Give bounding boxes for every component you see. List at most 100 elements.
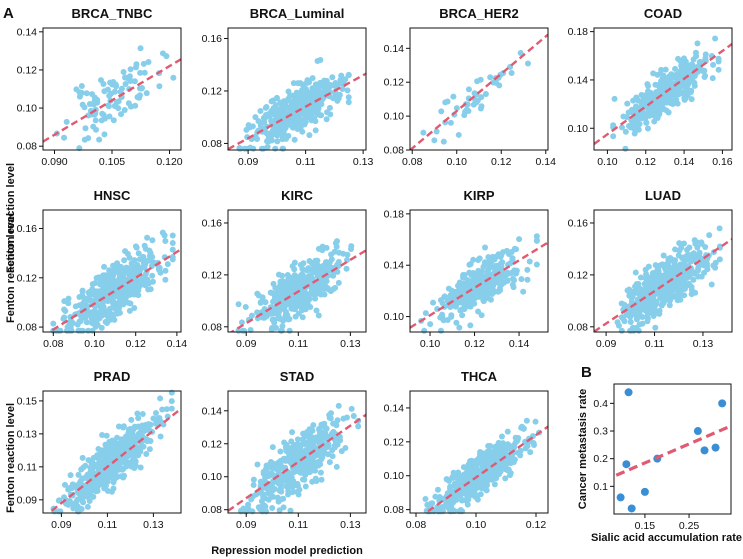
data-point: [490, 276, 497, 283]
data-point: [462, 473, 469, 480]
data-point: [527, 449, 534, 456]
data-point: [63, 118, 70, 125]
data-point: [272, 463, 279, 470]
points: [53, 45, 177, 152]
data-point: [693, 427, 702, 436]
y-tick-label: 0.18: [568, 26, 589, 38]
y-tick-label: 0.10: [384, 111, 405, 123]
data-point: [275, 271, 282, 278]
data-point: [250, 481, 257, 488]
x-axis: 0.10 0.12 0.14: [420, 332, 529, 350]
y-tick-label: 0.10: [17, 103, 38, 115]
data-point: [61, 314, 68, 321]
y-tick-label: 0.13: [17, 428, 38, 440]
data-point: [99, 311, 106, 318]
x-tick-label: 0.105: [99, 156, 125, 168]
data-point: [93, 275, 100, 282]
x-tick-label: 0.08: [402, 156, 423, 168]
data-point: [309, 75, 316, 82]
data-point: [80, 464, 87, 471]
data-point: [511, 245, 518, 252]
y-tick-label: 0.08: [17, 322, 38, 334]
data-point: [104, 454, 111, 461]
data-point: [88, 469, 95, 476]
data-point: [263, 464, 270, 471]
data-point: [675, 55, 682, 62]
data-point: [114, 474, 121, 481]
data-point: [509, 457, 516, 464]
data-point: [137, 464, 144, 471]
data-point: [108, 442, 115, 449]
data-point: [523, 417, 530, 424]
x-tick-label: 0.10: [597, 156, 618, 168]
data-point: [631, 130, 638, 137]
data-point: [452, 482, 459, 489]
y-tick-label: 0.4: [593, 398, 608, 410]
data-point: [104, 86, 111, 93]
data-point: [245, 505, 252, 512]
data-point: [301, 476, 308, 483]
data-point: [270, 316, 277, 323]
y-tick-label: 0.10: [384, 311, 405, 323]
data-point: [482, 244, 489, 251]
data-point: [288, 438, 295, 445]
data-point: [241, 145, 248, 152]
data-point: [330, 420, 337, 427]
data-point: [644, 125, 651, 132]
data-point: [292, 105, 299, 112]
data-point: [268, 98, 275, 105]
x-tick-label: 0.16: [712, 156, 733, 168]
data-point: [168, 398, 175, 405]
data-point: [481, 259, 488, 266]
data-point: [285, 491, 292, 498]
data-point: [524, 266, 531, 273]
data-point: [665, 266, 672, 273]
data-point: [153, 419, 160, 426]
data-point: [116, 270, 123, 277]
regression-line: [615, 425, 730, 477]
data-point: [270, 310, 277, 317]
points: [236, 56, 352, 152]
panel-stad: STAD 0.09 0.11 0.13 0.08 0.10 0.12 0.14: [202, 369, 367, 531]
data-point: [312, 127, 319, 134]
data-point: [330, 272, 337, 279]
data-point: [133, 286, 140, 293]
data-point: [510, 445, 517, 452]
data-point: [61, 298, 68, 305]
data-point: [682, 60, 689, 67]
data-point: [124, 266, 131, 273]
data-point: [618, 327, 625, 334]
y-axis: 0.08 0.12 0.16: [17, 223, 43, 334]
data-point: [498, 263, 505, 270]
data-point: [630, 327, 637, 334]
data-point: [135, 430, 142, 437]
data-point: [61, 481, 68, 488]
x-axis: 0.09 0.11 0.13: [236, 513, 361, 531]
data-point: [289, 489, 296, 496]
data-point: [655, 268, 662, 275]
data-point: [274, 138, 281, 145]
data-point: [106, 113, 113, 120]
plot-frame: [227, 27, 367, 151]
data-point: [269, 324, 276, 331]
y-tick-label: 0.16: [568, 217, 589, 229]
data-point: [77, 327, 84, 334]
data-point: [478, 94, 485, 101]
data-point: [270, 104, 277, 111]
data-point: [121, 257, 128, 264]
y-tick-label: 0.16: [17, 223, 38, 235]
data-point: [285, 88, 292, 95]
data-point: [678, 62, 685, 69]
data-point: [496, 285, 503, 292]
x-tick-label: 0.13: [340, 338, 361, 350]
data-point: [284, 472, 291, 479]
panel-kirp: KIRP 0.10 0.12 0.14 0.10 0.14 0.18: [384, 188, 549, 350]
data-point: [336, 249, 343, 256]
data-point: [645, 263, 652, 270]
data-point: [301, 298, 308, 305]
y-tick-label: 0.08: [384, 145, 405, 157]
panel-title: KIRC: [281, 188, 313, 203]
data-point: [106, 92, 113, 99]
data-point: [644, 315, 651, 322]
y-tick-label: 0.12: [202, 438, 223, 450]
